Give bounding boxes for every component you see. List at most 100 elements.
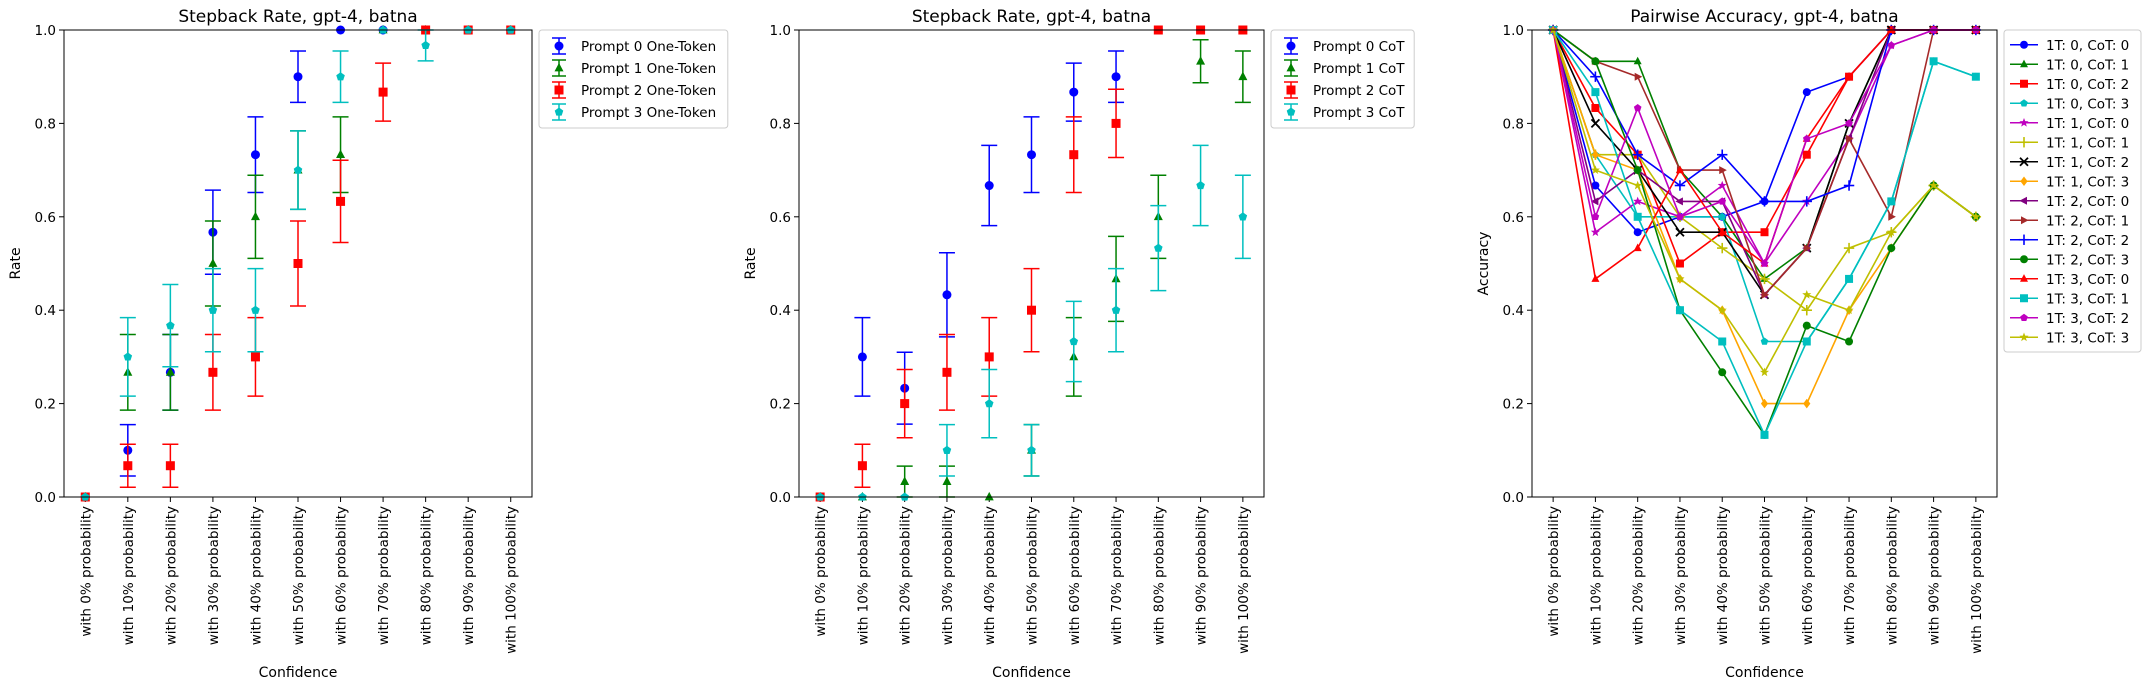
x-tick-label: with 80% probability <box>419 506 435 645</box>
data-point <box>250 150 260 160</box>
plot-frame <box>798 29 1265 498</box>
data-point <box>1674 180 1686 191</box>
data-point <box>1843 180 1855 191</box>
chart-panel-1: Stepback Rate, gpt-4, batna 0.0 0.2 0.4 0.6 0… <box>8 7 729 681</box>
data-point <box>1027 305 1036 315</box>
series-4 <box>815 144 1251 501</box>
legend-label: Prompt 0 CoT <box>1313 39 1405 55</box>
legend-entry: 1T: 0, CoT: 2 <box>2010 77 2129 93</box>
data-point <box>1760 337 1769 345</box>
data-point <box>1196 181 1205 190</box>
legend-marker <box>2019 196 2027 205</box>
data-point <box>1846 134 1854 143</box>
y-tick-label: 1.0 <box>770 23 791 39</box>
data-point <box>1633 243 1642 252</box>
x-tick-label: with 10% probability <box>855 506 871 645</box>
data-point <box>1801 305 1812 316</box>
y-tick-label: 0.8 <box>35 116 56 132</box>
data-point <box>942 476 952 485</box>
x-tick-label: with 60% probability <box>1067 506 1083 645</box>
data-point <box>1845 274 1854 283</box>
y-tick-label: 1.0 <box>1503 23 1524 39</box>
data-point <box>1027 150 1036 160</box>
legend-entry: 1T: 0, CoT: 3 <box>2010 96 2129 112</box>
legend-entry: Prompt 3 CoT <box>1284 103 1405 121</box>
data-point <box>1069 336 1079 346</box>
legend-label: 1T: 1, CoT: 3 <box>2046 174 2129 190</box>
y-tick-label: 0.2 <box>35 397 56 413</box>
legend-marker <box>2019 332 2029 342</box>
x-axis-label: Confidence <box>1725 665 1804 681</box>
data-point <box>1886 227 1896 237</box>
legend-label: Prompt 0 One-Token <box>581 39 716 55</box>
x-tick-label: with 30% probability <box>1673 506 1689 645</box>
legend-label: Prompt 2 One-Token <box>581 83 716 99</box>
data-point <box>1069 150 1079 160</box>
legend-entry: 1T: 2, CoT: 0 <box>2010 194 2129 210</box>
data-point <box>1633 212 1642 221</box>
data-point <box>1845 337 1854 346</box>
legend-frame <box>1270 29 1415 129</box>
chart-panel-3: Pairwise Accuracy, gpt-4, batna 0.0 0.2 0.4… <box>1476 7 2142 681</box>
legend-frame <box>538 29 729 129</box>
x-tick-label: with 70% probability <box>1842 506 1858 645</box>
data-point <box>1675 197 1683 206</box>
x-tick-label: with 80% probability <box>1151 506 1167 645</box>
data-point <box>1027 445 1036 454</box>
legend-entry: 1T: 3, CoT: 1 <box>2010 291 2129 307</box>
x-tick-label: with 30% probability <box>206 506 222 645</box>
series-13 <box>1549 25 1980 282</box>
data-point <box>1634 72 1643 81</box>
legend-entry: 1T: 3, CoT: 2 <box>2010 311 2129 327</box>
chart-title: Stepback Rate, gpt-4, batna <box>178 7 417 27</box>
data-point <box>1759 196 1770 207</box>
data-point <box>1111 305 1121 314</box>
y-axis-label: Rate <box>8 247 24 279</box>
legend-label: Prompt 3 One-Token <box>581 105 716 121</box>
data-point <box>1803 244 1812 253</box>
data-point <box>1154 243 1163 252</box>
legend-marker <box>2020 99 2028 107</box>
data-point <box>1591 88 1600 97</box>
data-point <box>293 72 303 82</box>
data-point <box>336 149 346 159</box>
y-tick-label: 0.0 <box>35 490 56 506</box>
data-point <box>1759 273 1770 285</box>
x-tick-label: with 10% probability <box>1588 506 1604 645</box>
legend-label: 1T: 1, CoT: 0 <box>2046 116 2129 132</box>
data-point <box>1844 305 1854 315</box>
data-point <box>1111 72 1121 82</box>
data-point <box>1591 274 1600 282</box>
legend-entry: 1T: 1, CoT: 0 <box>2010 116 2129 132</box>
x-tick-label: with 20% probability <box>1631 506 1647 645</box>
x-tick-label: with 40% probability <box>1715 506 1731 645</box>
y-tick-label: 0.2 <box>1503 397 1524 413</box>
y-tick-label: 0.6 <box>770 210 791 226</box>
legend-entry: Prompt 2 One-Token <box>552 81 716 99</box>
series-4 <box>80 25 516 501</box>
data-point <box>1887 25 1896 33</box>
x-tick-label: with 50% probability <box>291 506 307 645</box>
legend-label: 1T: 3, CoT: 0 <box>2046 272 2129 288</box>
y-axis-label: Accuracy <box>1476 232 1492 296</box>
x-axis-label: Confidence <box>992 665 1071 681</box>
data-point <box>984 491 994 501</box>
data-point <box>1590 227 1600 237</box>
legend-marker <box>2020 255 2028 264</box>
data-point <box>1718 197 1727 205</box>
x-tick-label: with 90% probability <box>461 506 477 645</box>
legend-label: Prompt 3 CoT <box>1313 105 1405 121</box>
x-tick-label: with 90% probability <box>1927 506 1943 645</box>
legend-marker <box>554 85 564 95</box>
legend-label: 1T: 2, CoT: 3 <box>2046 252 2129 268</box>
y-tick-label: 0.8 <box>1503 116 1524 132</box>
x-tick-label: with 100% probability <box>504 506 520 654</box>
legend-marker <box>2020 294 2028 303</box>
data-point <box>984 352 994 362</box>
data-point <box>1718 368 1727 377</box>
data-point <box>1845 119 1853 127</box>
legend: 1T: 0, CoT: 0 1T: 0, CoT: 1 1T: 0, CoT: 2 1… <box>2003 29 2142 353</box>
legend-label: 1T: 0, CoT: 0 <box>2046 38 2129 54</box>
x-tick-label: with 60% probability <box>334 506 350 645</box>
data-point <box>1888 212 1896 221</box>
